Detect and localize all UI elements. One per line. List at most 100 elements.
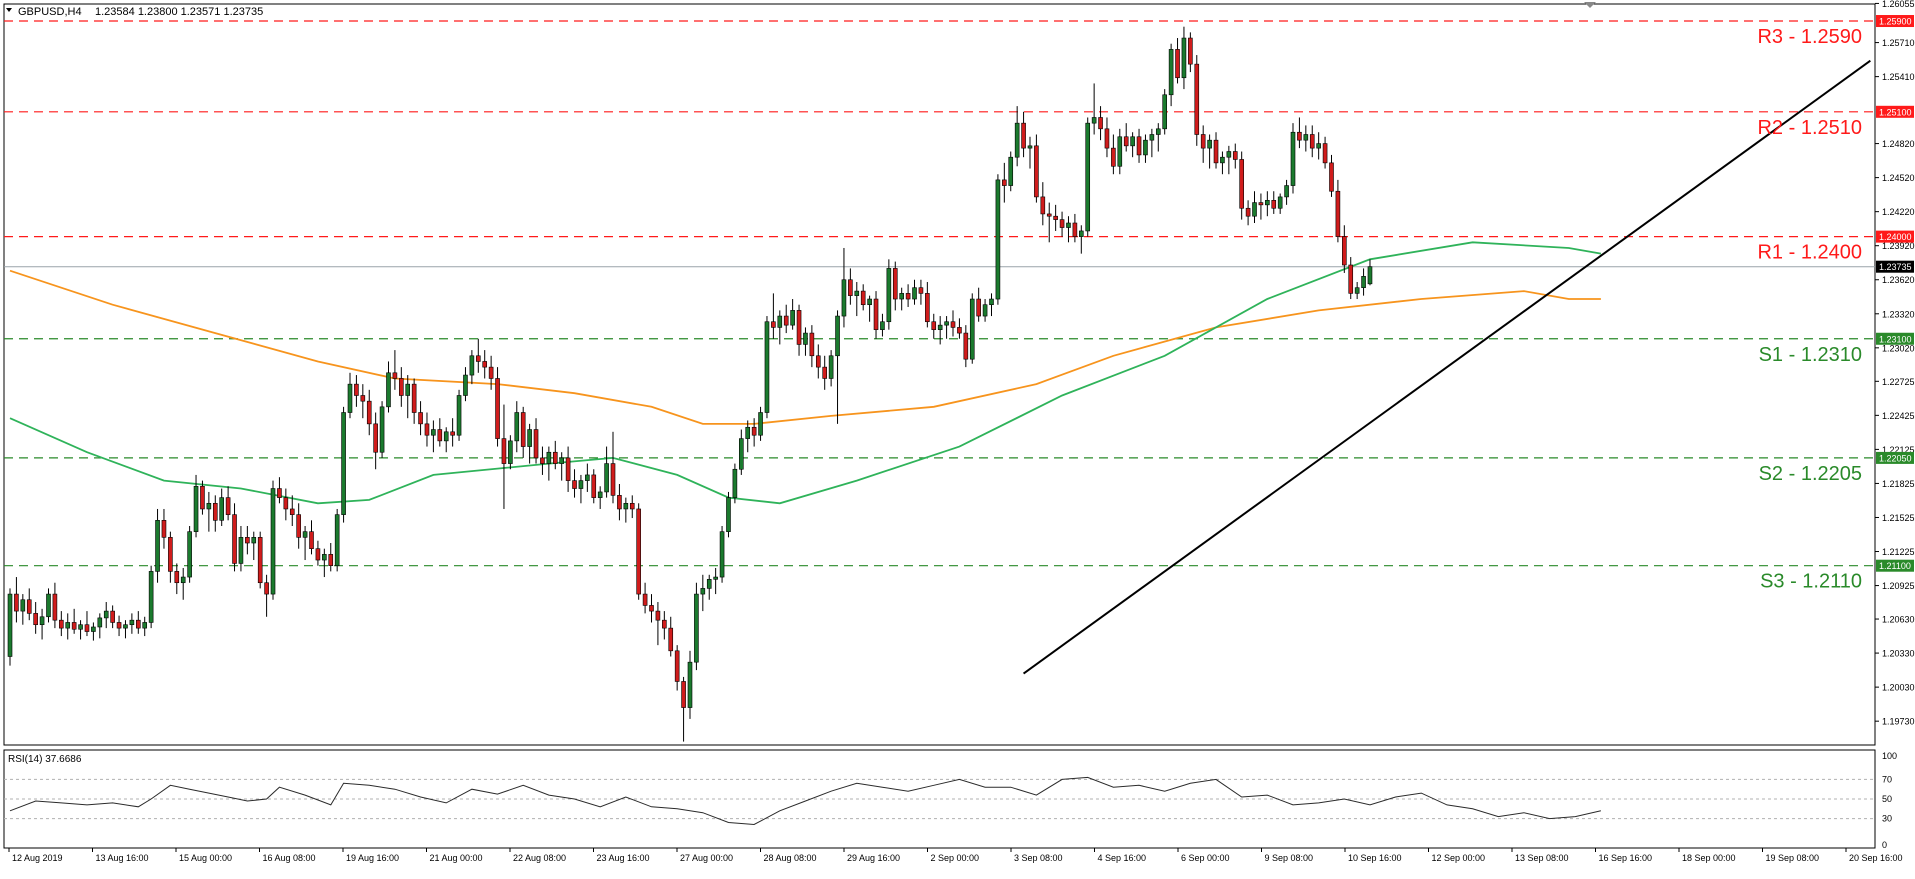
chart-menu-arrow-icon[interactable] bbox=[6, 8, 12, 12]
level-price-tag-label: 1.22050 bbox=[1879, 453, 1912, 463]
candle bbox=[655, 602, 661, 646]
candle-body bbox=[257, 537, 263, 584]
candle-body bbox=[411, 383, 417, 413]
candle bbox=[1117, 128, 1123, 175]
candle-body bbox=[828, 355, 834, 379]
candle bbox=[1361, 268, 1366, 296]
candle-body bbox=[925, 293, 930, 323]
candle-body bbox=[225, 497, 231, 515]
candle-body bbox=[905, 293, 911, 300]
candle-body bbox=[982, 304, 988, 317]
candle-body bbox=[501, 438, 507, 464]
candle-body bbox=[694, 593, 699, 663]
candle bbox=[142, 616, 148, 637]
candle bbox=[591, 469, 597, 504]
x-axis-tick-label: 12 Aug 2019 bbox=[12, 853, 63, 863]
candle bbox=[1207, 134, 1212, 169]
candle-body bbox=[46, 593, 51, 618]
candle-body bbox=[963, 332, 969, 360]
level-price-tag-label: 1.21100 bbox=[1879, 561, 1911, 571]
candle bbox=[854, 282, 860, 317]
candle-body bbox=[289, 508, 295, 515]
candle bbox=[360, 384, 366, 419]
candle-body bbox=[488, 366, 494, 379]
candle-body bbox=[59, 619, 64, 629]
candle bbox=[1271, 191, 1277, 214]
candle bbox=[136, 611, 141, 634]
candle bbox=[315, 540, 321, 566]
moving-average-slow bbox=[9, 269, 1601, 425]
candle-body bbox=[399, 378, 404, 396]
candle-body bbox=[1258, 202, 1264, 206]
candle-body bbox=[200, 485, 205, 510]
candle-body bbox=[662, 619, 667, 629]
candle-body bbox=[912, 287, 917, 300]
candle bbox=[59, 611, 64, 637]
candle-body bbox=[315, 548, 321, 561]
candle-body bbox=[187, 531, 192, 578]
candle-body bbox=[880, 321, 885, 330]
candle bbox=[925, 282, 930, 328]
candle bbox=[334, 508, 340, 572]
chart-shift-arrow-icon[interactable] bbox=[1584, 2, 1596, 8]
candle bbox=[963, 325, 969, 368]
candle-body bbox=[546, 451, 552, 464]
candle bbox=[694, 582, 699, 671]
candle bbox=[1002, 162, 1007, 203]
candle-body bbox=[110, 610, 115, 623]
candle bbox=[719, 525, 725, 583]
candle bbox=[732, 463, 738, 504]
candle-body bbox=[1277, 196, 1283, 209]
level-price-tag-label: 1.25900 bbox=[1879, 17, 1912, 27]
y-axis-tick-label: 1.22725 bbox=[1882, 377, 1915, 387]
candle bbox=[751, 418, 757, 447]
candle bbox=[26, 588, 32, 621]
candle-body bbox=[642, 593, 648, 606]
candle-body bbox=[867, 298, 872, 306]
candle bbox=[161, 508, 167, 549]
candle-body bbox=[1181, 37, 1187, 79]
candle bbox=[687, 650, 693, 719]
candle-body bbox=[1149, 134, 1155, 141]
rsi-axis-tick-label: 50 bbox=[1882, 794, 1892, 804]
candle bbox=[796, 304, 802, 356]
candle-body bbox=[418, 412, 423, 425]
candle bbox=[912, 279, 917, 305]
candle-body bbox=[238, 537, 244, 564]
x-axis-tick-label: 3 Sep 08:00 bbox=[1014, 853, 1063, 863]
candle bbox=[976, 287, 981, 322]
candle-body bbox=[1072, 222, 1078, 237]
candle bbox=[1200, 125, 1206, 163]
candle bbox=[514, 401, 520, 453]
candle bbox=[803, 327, 808, 356]
candle-body bbox=[578, 480, 584, 489]
y-axis-tick-label: 1.25410 bbox=[1882, 72, 1915, 82]
x-axis-tick-label: 6 Sep 00:00 bbox=[1181, 853, 1230, 863]
candle bbox=[944, 316, 949, 339]
candle bbox=[540, 446, 545, 475]
candle bbox=[1265, 191, 1270, 217]
y-axis-tick-label: 1.21525 bbox=[1882, 513, 1915, 523]
candle-body bbox=[1354, 287, 1360, 294]
candle-body bbox=[33, 613, 38, 626]
candle bbox=[1290, 123, 1296, 194]
candle-body bbox=[989, 298, 994, 306]
candle-body bbox=[1188, 37, 1193, 65]
ascending-trendline bbox=[1022, 59, 1871, 675]
candle bbox=[475, 338, 481, 373]
candle bbox=[674, 645, 680, 691]
level-label: S2 - 1.2205 bbox=[1759, 463, 1862, 485]
candle bbox=[129, 613, 135, 634]
candle-body bbox=[700, 588, 706, 595]
y-axis-tick-label: 1.24820 bbox=[1882, 139, 1915, 149]
candle bbox=[1098, 106, 1103, 141]
candle-body bbox=[668, 627, 674, 652]
candle-body bbox=[1117, 136, 1123, 167]
candle-body bbox=[706, 579, 712, 589]
candle-body bbox=[597, 491, 603, 498]
candle bbox=[520, 406, 526, 458]
candle-body bbox=[84, 624, 90, 632]
candle-body bbox=[296, 514, 301, 538]
y-axis-tick-label: 1.24220 bbox=[1882, 207, 1915, 217]
x-axis-tick-label: 20 Sep 16:00 bbox=[1849, 853, 1903, 863]
